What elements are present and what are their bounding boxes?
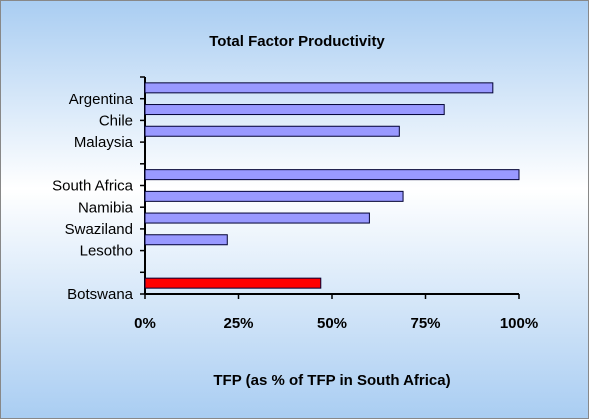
bar: [144, 82, 494, 94]
x-tick-label: 75%: [410, 315, 440, 332]
bar: [144, 125, 400, 137]
chart-title: Total Factor Productivity: [209, 33, 385, 50]
y-tick-label: South Africa: [52, 178, 134, 195]
y-tick-label: Argentina: [69, 91, 134, 108]
y-tick-label: Namibia: [78, 199, 134, 216]
y-tick-label: Malaysia: [74, 134, 134, 151]
y-tick-label: Botswana: [67, 286, 134, 303]
bar: [144, 169, 520, 181]
y-tick-label: Swaziland: [65, 221, 133, 238]
bar: [144, 104, 445, 116]
x-tick-label: 0%: [134, 315, 156, 332]
bar: [144, 212, 370, 224]
bar: [144, 190, 404, 202]
x-axis-label: TFP (as % of TFP in South Africa): [213, 372, 450, 389]
bar: [144, 277, 322, 289]
bar: [144, 234, 228, 246]
x-tick-label: 100%: [500, 315, 538, 332]
x-tick-label: 25%: [223, 315, 253, 332]
y-tick-label: Lesotho: [80, 243, 133, 260]
x-tick-label: 50%: [317, 315, 347, 332]
y-tick-label: Chile: [99, 113, 133, 130]
